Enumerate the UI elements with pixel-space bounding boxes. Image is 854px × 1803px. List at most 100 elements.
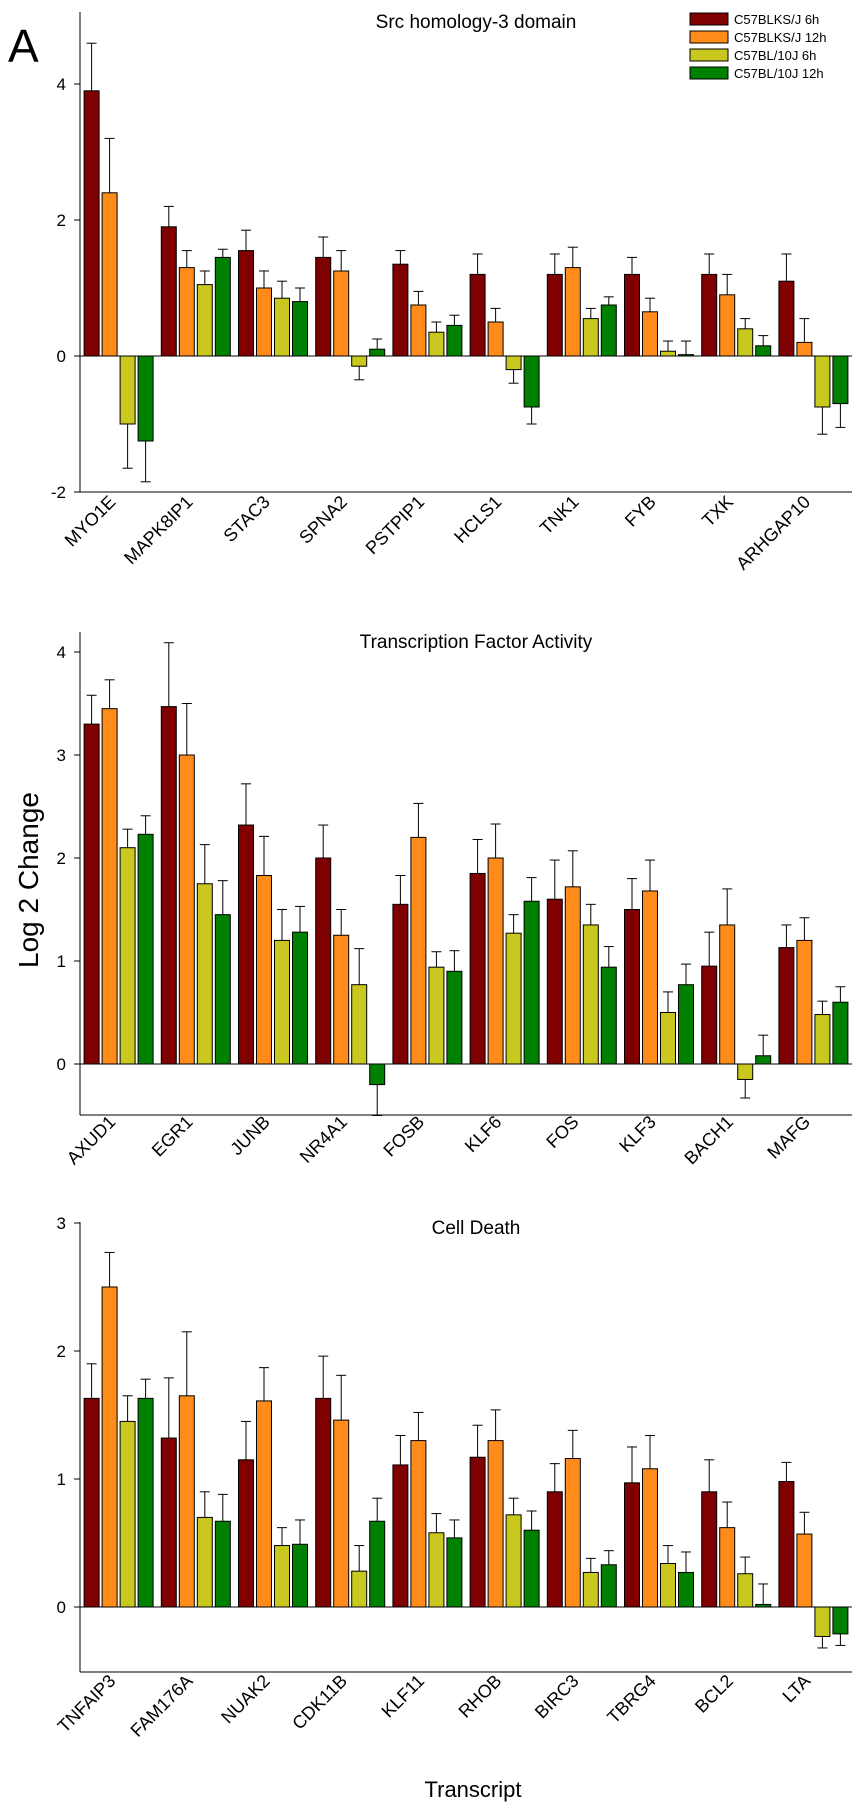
bar [582, 318, 599, 357]
bar [178, 754, 195, 1065]
bar [523, 355, 540, 408]
bar [778, 1481, 795, 1608]
bar [160, 226, 177, 357]
category-label: SPNA2 [295, 492, 351, 548]
category-label: MAPK8IP1 [120, 492, 196, 568]
bar [487, 321, 504, 357]
legend-label-4: C57BL/10J 12h [734, 66, 824, 81]
bar [814, 1606, 831, 1637]
bar [678, 1571, 694, 1608]
bar [564, 886, 581, 1065]
bar [160, 706, 177, 1065]
category-label: MAFG [763, 1112, 814, 1163]
bar [274, 1545, 290, 1608]
bar [832, 355, 849, 405]
chart-cell-death: Cell Death 0 1 2 3 TNFAIP3 FAM176A NUAK2 CDK11B K… [54, 1214, 852, 1741]
category-label: KLF3 [615, 1112, 660, 1157]
category-label: TNK1 [536, 492, 583, 539]
bar [428, 1532, 445, 1608]
bar [755, 1055, 772, 1065]
bar [333, 1419, 350, 1608]
bar [678, 354, 694, 357]
bar [101, 192, 118, 357]
bar [392, 1464, 409, 1608]
y-tick-label: 2 [57, 849, 66, 868]
legend-swatch-4 [689, 66, 729, 80]
bar [256, 1400, 272, 1608]
y-tick-label: 4 [57, 643, 66, 662]
bar [778, 947, 795, 1065]
bar [469, 872, 486, 1065]
category-label: AXUD1 [63, 1112, 120, 1169]
bar [624, 273, 640, 357]
bar [83, 1397, 100, 1608]
category-label: FOSB [379, 1112, 428, 1161]
bar [701, 965, 718, 1065]
bar [101, 708, 118, 1065]
bar [582, 924, 599, 1065]
bar [737, 1573, 754, 1608]
bar [546, 1491, 563, 1608]
bar [238, 250, 254, 357]
bar [178, 267, 195, 357]
bar [137, 1397, 154, 1608]
bar [796, 939, 813, 1065]
bar [292, 1543, 308, 1608]
bar [446, 970, 463, 1065]
bar [410, 1440, 427, 1608]
category-label: CDK11B [288, 1671, 351, 1734]
bar [701, 273, 718, 357]
category-label: FAM176A [127, 1671, 197, 1741]
category-label: ARHGAP10 [732, 492, 814, 574]
bar [814, 355, 831, 408]
bar [292, 301, 308, 357]
x-axis-label: Transcript [425, 1777, 522, 1802]
category-label: LTA [779, 1671, 815, 1707]
bar [369, 1063, 386, 1086]
bar [83, 723, 100, 1065]
bar [546, 898, 563, 1065]
bar [546, 273, 563, 357]
legend: C57BLKS/J 6h C57BLKS/J 12h C57BL/10J 6h … [689, 12, 827, 81]
bar [315, 857, 332, 1065]
bar [505, 932, 522, 1065]
bar [600, 304, 617, 357]
y-axis-label: Log 2 Change [13, 792, 44, 968]
category-label: BCL2 [691, 1671, 737, 1717]
y-tick-label: 2 [57, 211, 66, 230]
bar [624, 909, 640, 1065]
bar [256, 875, 272, 1065]
y-tick-label: 0 [57, 1598, 66, 1617]
bar [238, 1459, 254, 1608]
bar [333, 270, 350, 357]
bar [160, 1437, 177, 1608]
category-label: EGR1 [148, 1112, 197, 1161]
bar [582, 1571, 599, 1608]
bar [701, 1491, 718, 1608]
category-label: BIRC3 [531, 1671, 583, 1723]
bar [101, 1286, 118, 1608]
bar [624, 1482, 640, 1608]
bar [214, 914, 231, 1065]
category-label: RHOB [455, 1671, 506, 1722]
y-tick-label: -2 [51, 483, 66, 502]
chart-title: Src homology-3 domain [376, 12, 577, 33]
category-label: KLF11 [378, 1671, 429, 1722]
bar [719, 1527, 736, 1608]
bar [642, 311, 658, 357]
legend-label-1: C57BLKS/J 6h [734, 12, 819, 27]
bar [256, 287, 272, 357]
bar [83, 90, 100, 357]
bar [796, 1533, 813, 1608]
bar [505, 355, 522, 371]
y-tick-label: 3 [57, 746, 66, 765]
category-label: BACH1 [680, 1112, 737, 1169]
bar [796, 341, 813, 357]
y-tick-label: 1 [57, 952, 66, 971]
bar [137, 355, 154, 442]
chart-title: Cell Death [432, 1218, 521, 1239]
bar [487, 1440, 504, 1608]
bar [523, 900, 540, 1065]
bar [719, 924, 736, 1065]
